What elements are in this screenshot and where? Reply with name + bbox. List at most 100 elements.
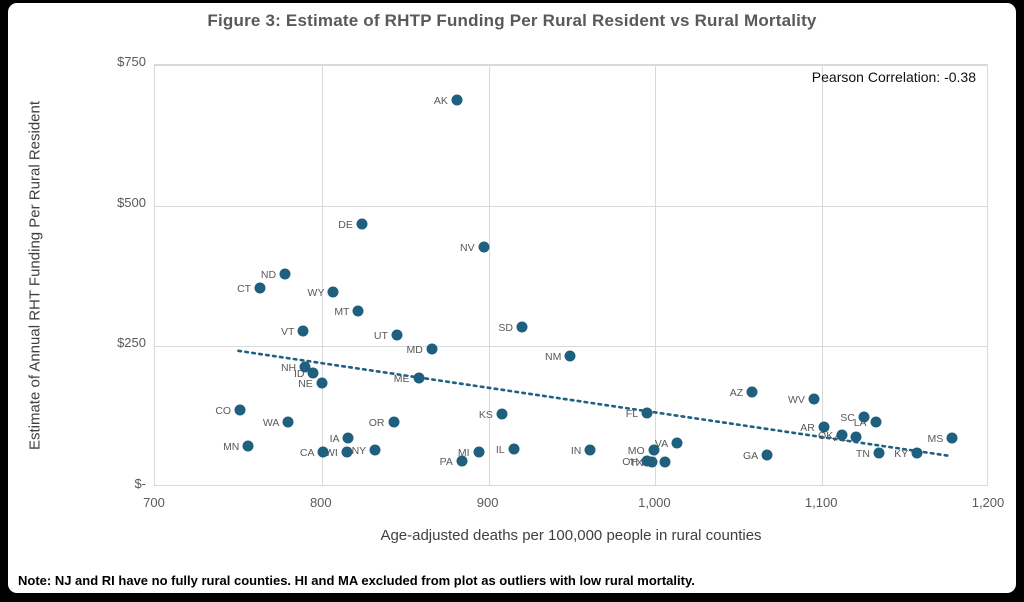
correlation-annotation: Pearson Correlation: -0.38 xyxy=(811,69,976,85)
point-label-ak: AK xyxy=(433,95,448,108)
h-gridline xyxy=(155,65,987,66)
v-gridline xyxy=(822,65,824,485)
data-point-sd xyxy=(516,321,528,333)
x-tick-label: 700 xyxy=(143,495,165,510)
data-point-il xyxy=(508,443,520,455)
point-label-ks: KS xyxy=(478,409,493,422)
point-label-wy: WY xyxy=(307,286,325,299)
point-label-il: IL xyxy=(495,443,505,456)
data-point-ct xyxy=(254,282,266,294)
data-point-ny xyxy=(369,444,381,456)
data-point-wy xyxy=(327,286,339,298)
point-label-nv: NV xyxy=(460,241,475,254)
point-label-nm: NM xyxy=(544,351,562,364)
point-label-in: IN xyxy=(570,445,582,458)
point-label-mt: MT xyxy=(334,306,350,319)
data-point-tx xyxy=(646,456,658,468)
data-point-nc xyxy=(659,456,671,468)
data-point-nd xyxy=(279,268,291,280)
point-label-wa: WA xyxy=(262,417,280,430)
x-tick-label: 900 xyxy=(476,495,499,510)
footnote: Note: NJ and RI have no fully rural coun… xyxy=(18,573,695,588)
point-label-co: CO xyxy=(215,404,232,417)
data-point-ut xyxy=(391,329,403,341)
data-point-nv xyxy=(478,241,490,253)
point-label-tx: TX xyxy=(629,457,644,470)
point-label-wv: WV xyxy=(787,394,805,407)
point-label-nd: ND xyxy=(260,268,277,281)
data-point-fl xyxy=(641,407,653,419)
data-point-ne xyxy=(316,377,328,389)
data-point-me xyxy=(413,372,425,384)
data-point-mt xyxy=(352,305,364,317)
h-gridline xyxy=(155,205,987,207)
point-label-sc: SC xyxy=(840,412,855,425)
data-point-al xyxy=(850,431,862,443)
data-point-de xyxy=(356,218,368,230)
point-label-ky: KY xyxy=(894,448,909,461)
data-point-ak xyxy=(451,94,463,106)
point-label-de: DE xyxy=(338,219,353,232)
data-point-ok xyxy=(836,429,848,441)
data-point-la xyxy=(870,416,882,428)
data-point-va xyxy=(671,437,683,449)
point-label-md: MD xyxy=(406,343,423,356)
point-label-ms: MS xyxy=(927,433,944,446)
point-label-mo: MO xyxy=(627,444,645,457)
y-tick-label: $750 xyxy=(117,54,146,69)
point-label-nh: NH xyxy=(280,362,297,375)
point-label-ny: NY xyxy=(351,444,367,457)
point-label-or: OR xyxy=(368,417,385,430)
x-tick-label: 800 xyxy=(309,495,332,510)
data-point-pa xyxy=(456,455,468,467)
point-label-id: ID xyxy=(293,368,305,381)
point-label-fl: FL xyxy=(625,408,639,421)
data-point-wi xyxy=(341,446,353,458)
point-label-az: AZ xyxy=(729,387,744,400)
data-point-wv xyxy=(808,393,820,405)
data-point-az xyxy=(746,386,758,398)
data-point-mi xyxy=(473,446,485,458)
point-label-ia: IA xyxy=(329,433,340,446)
data-point-in xyxy=(584,444,596,456)
point-label-oh: OH xyxy=(622,455,639,468)
point-label-sd: SD xyxy=(498,322,513,335)
data-point-nm xyxy=(564,350,576,362)
y-axis-title: Estimate of Annual RHT Funding Per Rural… xyxy=(26,100,44,451)
y-tick-label: $- xyxy=(134,476,146,491)
data-point-ms xyxy=(946,432,958,444)
data-point-sc xyxy=(858,411,870,423)
data-point-mo xyxy=(648,444,660,456)
data-point-ia xyxy=(342,432,354,444)
point-label-ar: AR xyxy=(800,422,815,435)
point-label-ct: CT xyxy=(237,283,252,296)
point-label-ca: CA xyxy=(299,447,315,460)
data-point-id xyxy=(307,367,319,379)
point-label-vt: VT xyxy=(281,325,295,338)
x-axis-title: Age-adjusted deaths per 100,000 people i… xyxy=(380,527,762,544)
point-label-mi: MI xyxy=(457,447,470,460)
data-point-wa xyxy=(282,416,294,428)
point-label-ga: GA xyxy=(742,449,759,462)
data-point-ks xyxy=(496,408,508,420)
x-tick-label: 1,000 xyxy=(638,495,671,510)
x-tick-label: 1,200 xyxy=(971,495,1005,510)
y-tick-label: $250 xyxy=(117,335,146,351)
data-point-ar xyxy=(818,421,830,433)
point-label-ut: UT xyxy=(373,330,388,343)
data-point-md xyxy=(426,343,438,355)
h-gridline xyxy=(155,346,987,348)
point-label-mn: MN xyxy=(223,441,240,454)
data-point-ky xyxy=(911,447,923,459)
chart-title: Figure 3: Estimate of RHTP Funding Per R… xyxy=(207,11,817,30)
chart-card: Figure 3: Estimate of RHTP Funding Per R… xyxy=(8,3,1016,593)
x-tick-label: 1,100 xyxy=(804,495,838,510)
data-point-co xyxy=(234,404,246,416)
data-point-vt xyxy=(297,325,309,337)
data-point-or xyxy=(388,416,400,428)
point-label-ne: NE xyxy=(298,378,313,391)
plot-area: AK DE NV ND CT WY MT SD VT UT MD NM NH ID ME NE AZ WV CO FL… xyxy=(154,64,988,486)
data-point-nh xyxy=(299,361,311,373)
v-gridline xyxy=(321,65,323,485)
